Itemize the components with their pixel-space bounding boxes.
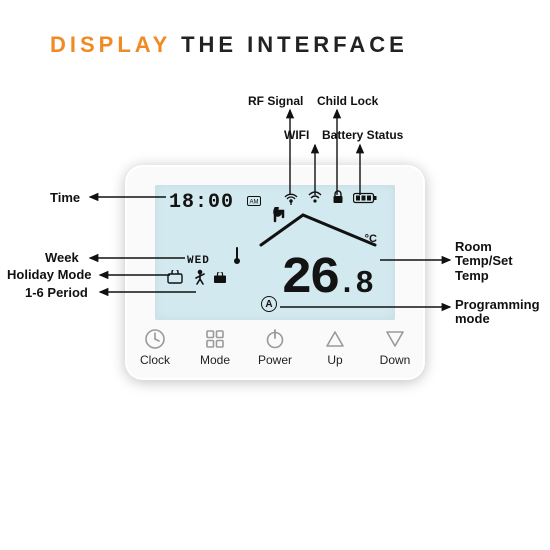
label-time: Time — [50, 190, 80, 205]
down-button[interactable]: Down — [373, 328, 417, 367]
label-holiday: Holiday Mode — [7, 267, 92, 282]
mode-button-label: Mode — [193, 353, 237, 367]
power-button[interactable]: Power — [253, 328, 297, 367]
period-person-icon — [193, 269, 207, 290]
title-rest: THE INTERFACE — [181, 32, 408, 57]
label-child-lock: Child Lock — [317, 94, 378, 108]
up-button-label: Up — [313, 353, 357, 367]
thermostat-device: 18:00 AM 26.8 °C — [125, 165, 425, 380]
house-flame-icon — [253, 207, 383, 252]
briefcase-icon — [213, 271, 227, 289]
clock-button[interactable]: Clock — [133, 328, 177, 367]
clock-button-label: Clock — [133, 353, 177, 367]
label-room-temp: Room Temp/Set Temp — [455, 240, 535, 283]
label-week: Week — [45, 250, 79, 265]
display-weekday: WED — [187, 255, 210, 267]
label-programming-mode: Programming mode — [455, 298, 545, 327]
auto-mode-icon: A — [261, 296, 277, 312]
triangle-down-icon — [384, 328, 406, 350]
holiday-icon — [167, 270, 183, 289]
label-period: 1-6 Period — [25, 285, 88, 300]
triangle-up-icon — [324, 328, 346, 350]
power-button-label: Power — [253, 353, 297, 367]
down-button-label: Down — [373, 353, 417, 367]
label-battery: Battery Status — [322, 128, 403, 142]
mode-button[interactable]: Mode — [193, 328, 237, 367]
display-temperature: 26.8 — [281, 258, 373, 300]
svg-text:AM: AM — [250, 200, 259, 206]
clock-icon — [144, 328, 166, 350]
thermometer-icon — [233, 247, 241, 270]
label-wifi: WIFI — [284, 128, 309, 142]
power-icon — [264, 328, 286, 350]
grid-icon — [204, 328, 226, 350]
label-rf-signal: RF Signal — [248, 94, 303, 108]
title-accent: DISPLAY — [50, 32, 171, 57]
temperature-unit: °C — [365, 233, 377, 245]
up-button[interactable]: Up — [313, 328, 357, 367]
page-title: DISPLAY THE INTERFACE — [50, 32, 408, 58]
button-row: Clock Mode Power Up Down — [125, 325, 425, 370]
display-time: 18:00 — [169, 191, 234, 214]
lcd-screen: 18:00 AM 26.8 °C — [155, 185, 395, 320]
